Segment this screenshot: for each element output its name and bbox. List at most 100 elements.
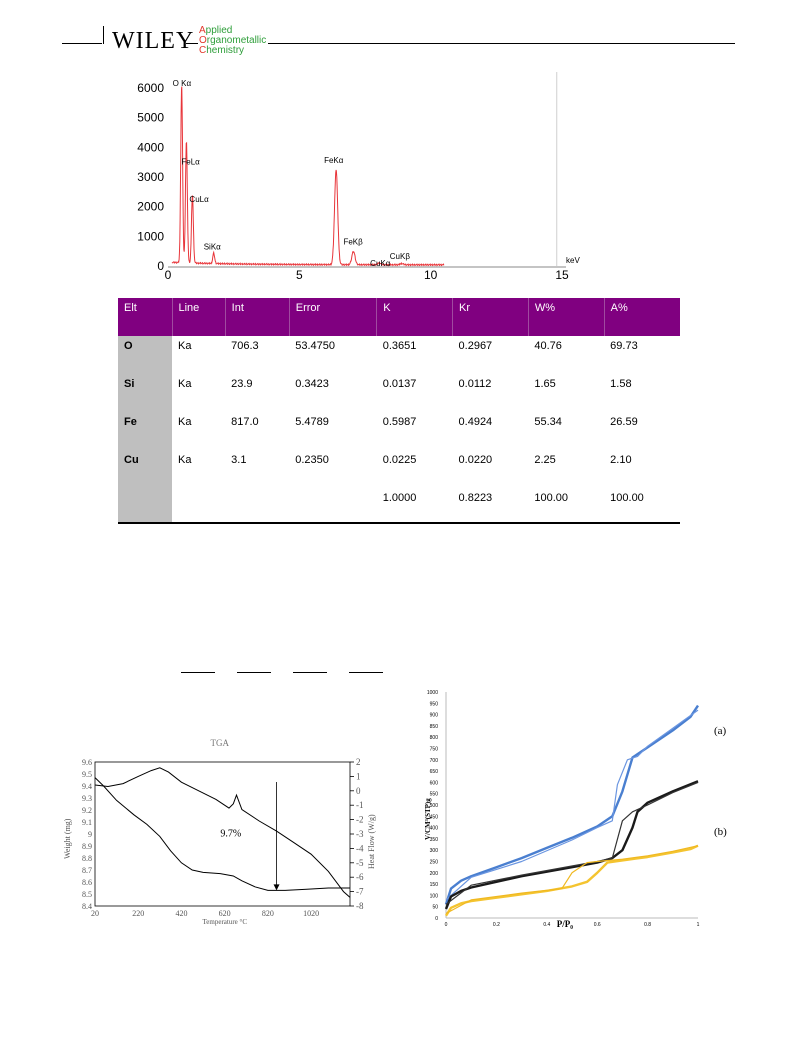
- isotherm-y-axis-label: V/CM³(STP)g: [424, 798, 432, 840]
- isotherm-y-tick-label: 650: [430, 769, 439, 775]
- eds-y-tick-label: 1000: [137, 229, 164, 243]
- table-row: 1.0000 0.8223 100.00 100.00: [118, 488, 680, 524]
- tga-y2-tick-label: -6: [356, 872, 364, 882]
- table-cell: 53.4750: [295, 340, 335, 352]
- table-cell: 706.3: [231, 340, 259, 352]
- tga-y-tick-label: 8.4: [82, 902, 92, 911]
- table-cell: 69.73: [610, 340, 638, 352]
- eds-column-header: Kr: [452, 298, 529, 336]
- tga-y2-tick-label: 1: [356, 771, 361, 781]
- journal-line-3: hemistry: [206, 45, 245, 56]
- isotherm-series-line: [444, 844, 699, 917]
- isotherm-y-tick-label: 1000: [427, 690, 438, 696]
- eds-column-header: Elt: [118, 298, 172, 336]
- eds-column-header: Line: [171, 298, 226, 336]
- table-cell: [172, 488, 226, 524]
- isotherm-series-line: [445, 845, 699, 915]
- tga-y2-tick-label: -3: [356, 829, 364, 839]
- tga-y-tick-label: 9.2: [82, 806, 92, 815]
- isotherm-y-tick-label: 200: [430, 871, 439, 877]
- table-cell: 5.4789: [295, 416, 329, 428]
- isotherm-y-tick-label: 600: [430, 780, 439, 786]
- tga-heatflow-curve: [94, 767, 351, 898]
- eds-peak-label: FeKα: [324, 156, 344, 165]
- journal-initial-a: A: [199, 25, 206, 36]
- journal-initial-o: O: [199, 35, 207, 46]
- table-cell: 0.0220: [458, 454, 493, 466]
- tga-x-tick-label: 20: [91, 909, 99, 918]
- tga-y-tick-label: 8.7: [82, 866, 92, 875]
- eds-spectrum-chart: 0 1000 2000 3000 4000 5000 6000 0 5 10 15 O Kα FeL…: [137, 72, 580, 282]
- table-cell: 0.8223: [452, 488, 529, 524]
- header-tick: [103, 26, 104, 44]
- table-cell: 0.2350: [295, 454, 329, 466]
- table-cell: 0.3651: [382, 340, 417, 352]
- isotherm-y-tick-label: 450: [430, 814, 439, 820]
- rule-3: [293, 672, 327, 673]
- publisher-logo: WILEY: [112, 28, 195, 54]
- tga-weight-curve: [94, 777, 350, 891]
- table-row: Si Ka 23.9 0.3423 0.0137 0.0112 1.65 1.58: [118, 374, 680, 412]
- table-cell: 100.00: [528, 488, 605, 524]
- tga-x-tick-label: 220: [132, 909, 144, 918]
- eds-peak-label: FeKβ: [343, 238, 363, 247]
- isotherm-y-tick-label: 400: [430, 826, 439, 832]
- isotherm-chart: 0 50 100 150 200 250 300 350 400 450 500 550 600 650 7…: [424, 690, 727, 929]
- eds-table-header: Elt Line Int Error K Kr W% A%: [118, 298, 680, 336]
- isotherm-x-axis-label: P/P₀: [557, 919, 573, 929]
- table-cell: 1.65: [534, 378, 556, 390]
- isotherm-x-tick-label: 0.8: [644, 922, 651, 928]
- eds-y-tick-label: 4000: [137, 140, 164, 154]
- tga-y-tick-label: 8.5: [82, 890, 92, 899]
- isotherm-y-tick-label: 0: [435, 916, 438, 922]
- rule-4: [349, 672, 383, 673]
- eds-column-header: A%: [603, 298, 680, 336]
- tga-y-tick-label: 8.6: [82, 878, 92, 887]
- tga-y2-tick-label: -1: [356, 800, 364, 810]
- eds-column-header: W%: [527, 298, 605, 336]
- header-rule-left: [62, 43, 102, 44]
- eds-x-axis-label: keV: [566, 256, 580, 265]
- eds-x-tick-label: 5: [296, 268, 303, 282]
- eds-peak-label: CuKα: [370, 259, 391, 268]
- table-cell: 2.10: [610, 454, 632, 466]
- eds-x-tick-label: 15: [555, 268, 569, 282]
- table-cell: 1.0000: [376, 488, 453, 524]
- tga-x-tick-label: 820: [262, 909, 274, 918]
- journal-line-2: rganometallic: [206, 35, 267, 46]
- element-cell: Fe: [118, 412, 172, 450]
- isotherm-y-tick-label: 550: [430, 792, 439, 798]
- isotherm-x-tick-label: 1: [697, 922, 700, 928]
- tga-x-axis-label: Temperature °C: [203, 918, 248, 926]
- isotherm-y-tick-label: 500: [430, 803, 439, 809]
- eds-column-header: Int: [224, 298, 290, 336]
- tga-y2-tick-label: -5: [356, 858, 364, 868]
- isotherm-series-line: [445, 781, 699, 905]
- eds-table: Elt Line Int Error K Kr W% A% O Ka 706.3 53.4750 0.…: [118, 298, 680, 524]
- isotherm-series-line: [444, 704, 699, 905]
- table-cell: 0.5987: [382, 416, 417, 428]
- table-cell: 23.9: [231, 378, 253, 390]
- tga-y-tick-label: 9.4: [82, 782, 92, 791]
- isotherm-x-tick-label: 0.2: [493, 922, 500, 928]
- isotherm-x-tick-label: 0.4: [543, 922, 550, 928]
- table-cell: 2.25: [534, 454, 556, 466]
- element-cell: O: [118, 336, 172, 374]
- tga-x-tick-label: 420: [175, 909, 187, 918]
- journal-name: Applied Organometallic Chemistry: [199, 26, 266, 56]
- eds-column-header: K: [376, 298, 453, 336]
- tga-chart: TGA 8.4 8.5 8.6 8.7 8.8 8.9 9 9.1 9.2 9.3 9.4 9.5 9.…: [63, 738, 376, 926]
- isotherm-label-b: (b): [714, 826, 727, 838]
- tga-y-tick-label: 9: [88, 830, 92, 839]
- tga-y-tick-label: 8.8: [82, 854, 92, 863]
- eds-y-tick-label: 6000: [137, 81, 164, 95]
- tga-y-tick-label: 9.1: [82, 818, 92, 827]
- tga-y-tick-label: 9.3: [82, 794, 92, 803]
- tga-y2-axis-label: Heat Flow (W/g): [367, 814, 376, 869]
- tga-y2-tick-label: 0: [356, 786, 361, 796]
- table-cell: 1.58: [610, 378, 632, 390]
- element-cell: [118, 488, 172, 524]
- isotherm-x-tick-label: 0: [445, 922, 448, 928]
- table-cell: 817.0: [231, 416, 259, 428]
- tga-x-tick-label: 620: [219, 909, 231, 918]
